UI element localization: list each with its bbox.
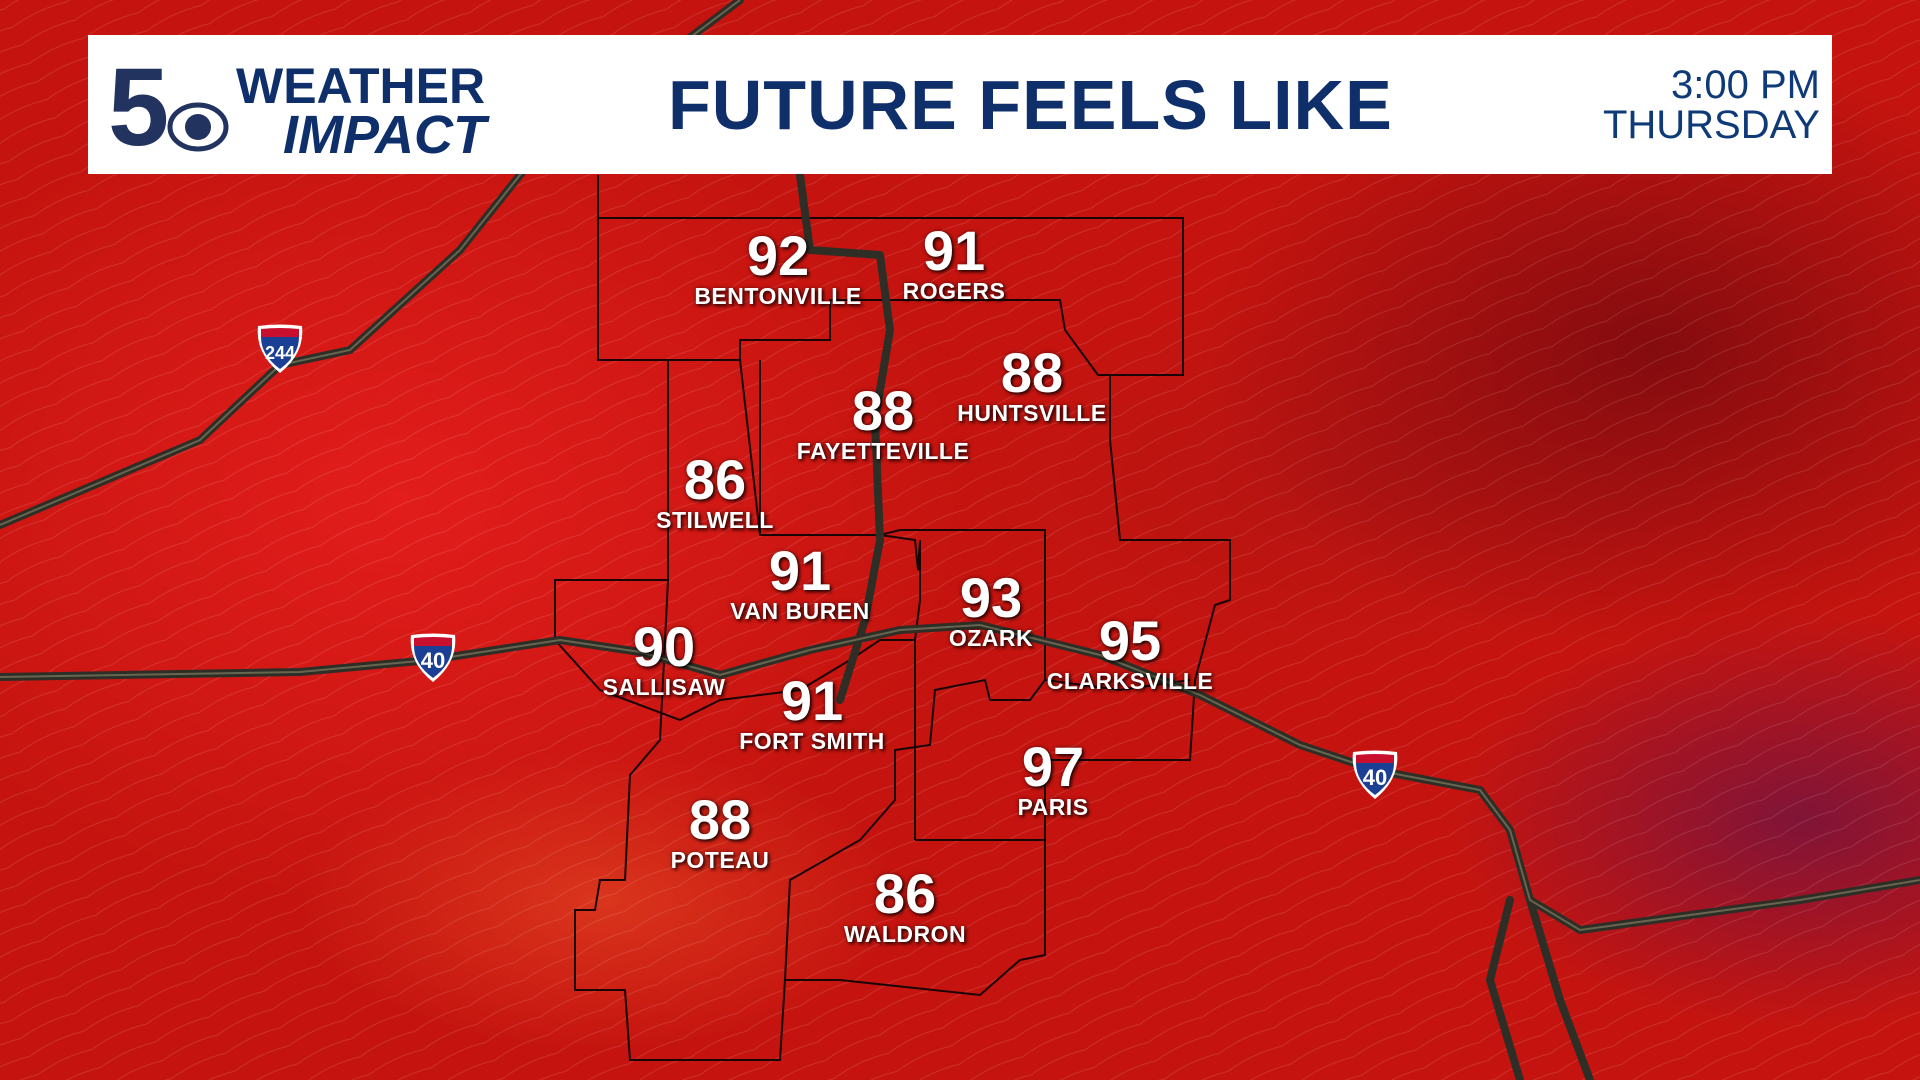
city-label: 88 POTEAU [670, 788, 770, 873]
city-name: SALLISAW [602, 674, 726, 700]
city-label: 91 FORT SMITH [739, 669, 885, 754]
city-label: 86 WALDRON [843, 862, 967, 947]
feels-like-value: 90 [632, 615, 696, 678]
feels-like-value: 88 [851, 379, 915, 442]
svg-text:WEATHER: WEATHER [236, 58, 485, 114]
city-name: STILWELL [656, 507, 774, 533]
city-name: HUNTSVILLE [957, 400, 1107, 426]
forecast-hour: 3:00 PM [1671, 63, 1820, 107]
city-label: 95 CLARKSVILLE [1046, 609, 1214, 694]
city-label: 91 VAN BUREN [730, 539, 870, 624]
svg-text:40: 40 [1363, 765, 1387, 790]
page-title: FUTURE FEELS LIKE [668, 66, 1393, 144]
feels-like-value: 95 [1098, 609, 1162, 672]
city-label: 88 FAYETTEVILLE [796, 379, 970, 464]
city-name: POTEAU [670, 847, 770, 873]
city-name: WALDRON [843, 921, 967, 947]
weather-impact-logo: 5 WEATHER IMPACT [108, 47, 490, 162]
feels-like-value: 86 [683, 448, 747, 511]
city-name: BENTONVILLE [694, 283, 862, 309]
feels-like-value: 88 [1000, 341, 1064, 404]
svg-text:244: 244 [265, 343, 295, 363]
city-name: VAN BUREN [730, 598, 870, 624]
city-label: 88 HUNTSVILLE [957, 341, 1107, 426]
feels-like-value: 91 [780, 669, 844, 732]
city-label: 90 SALLISAW [602, 615, 726, 700]
header-banner: 5 WEATHER IMPACT FUTURE FEELS LIKE 3:00 … [88, 35, 1832, 174]
city-label: 91 ROGERS [902, 219, 1006, 304]
city-label: 97 PARIS [1017, 735, 1089, 820]
forecast-time: 3:00 PM THURSDAY [1603, 65, 1820, 145]
feels-like-value: 92 [746, 224, 810, 287]
feels-like-value: 88 [688, 788, 752, 851]
city-name: OZARK [948, 625, 1034, 651]
city-label: 92 BENTONVILLE [694, 224, 862, 309]
county-borders [554, 175, 1231, 1061]
svg-text:IMPACT: IMPACT [283, 105, 490, 162]
city-name: FORT SMITH [739, 728, 885, 754]
city-name: CLARKSVILLE [1046, 668, 1214, 694]
city-label: 86 STILWELL [656, 448, 774, 533]
feels-like-value: 86 [873, 862, 937, 925]
forecast-day: THURSDAY [1602, 103, 1820, 147]
city-name: PARIS [1017, 794, 1089, 820]
feels-like-value: 91 [922, 219, 986, 282]
feels-like-value: 93 [959, 566, 1023, 629]
feels-like-value: 91 [768, 539, 832, 602]
svg-text:5: 5 [108, 47, 169, 162]
city-label: 93 OZARK [948, 566, 1034, 651]
city-name: FAYETTEVILLE [796, 438, 970, 464]
interstate-shield-icon: 40 [1350, 749, 1400, 801]
svg-text:40: 40 [421, 648, 445, 673]
interstate-shield-icon: 244 [255, 323, 305, 375]
city-name: ROGERS [902, 278, 1006, 304]
feels-like-value: 97 [1021, 735, 1085, 798]
interstate-shield-icon: 40 [408, 632, 458, 684]
